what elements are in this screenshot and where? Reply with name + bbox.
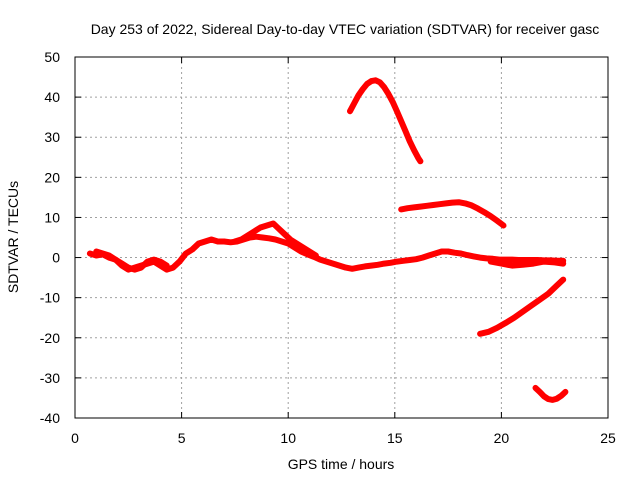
ticks: 0 5 10 15 20 25 -40 -30 -20 -10 0 10 20 30 40 50 (40, 49, 616, 446)
plot-frame (74, 56, 609, 419)
x-tick-label: 20 (494, 430, 510, 446)
x-tick-label: 15 (387, 430, 403, 446)
y-axis-label: SDTVAR / TECUs (5, 181, 21, 293)
x-axis-label: GPS time / hours (288, 456, 395, 472)
x-tick-label: 0 (71, 430, 79, 446)
series-group (86, 77, 569, 403)
series-line-hump (398, 199, 507, 229)
series-line-bottom-dip (532, 384, 569, 403)
series-line-tail (487, 258, 567, 269)
y-tick-label: 10 (44, 209, 60, 225)
chart-title: Day 253 of 2022, Sidereal Day-to-day VTE… (91, 21, 600, 37)
series-line-main (86, 233, 567, 273)
x-tick-label: 10 (280, 430, 296, 446)
series-line-lower-diagonal (477, 276, 567, 337)
y-tick-label: 30 (44, 129, 60, 145)
y-tick-label: 40 (44, 89, 60, 105)
y-tick-label: -40 (40, 410, 60, 426)
y-tick-label: -10 (40, 290, 60, 306)
x-tick-label: 5 (178, 430, 186, 446)
series-line-bump (231, 220, 319, 259)
grid (75, 57, 608, 418)
series-line-arc (347, 77, 424, 165)
y-tick-label: 0 (52, 250, 60, 266)
y-tick-label: -30 (40, 370, 60, 386)
x-tick-label: 25 (600, 430, 616, 446)
y-tick-label: -20 (40, 330, 60, 346)
y-tick-label: 20 (44, 169, 60, 185)
y-tick-label: 50 (44, 49, 60, 65)
series-line-secondary (93, 248, 170, 273)
